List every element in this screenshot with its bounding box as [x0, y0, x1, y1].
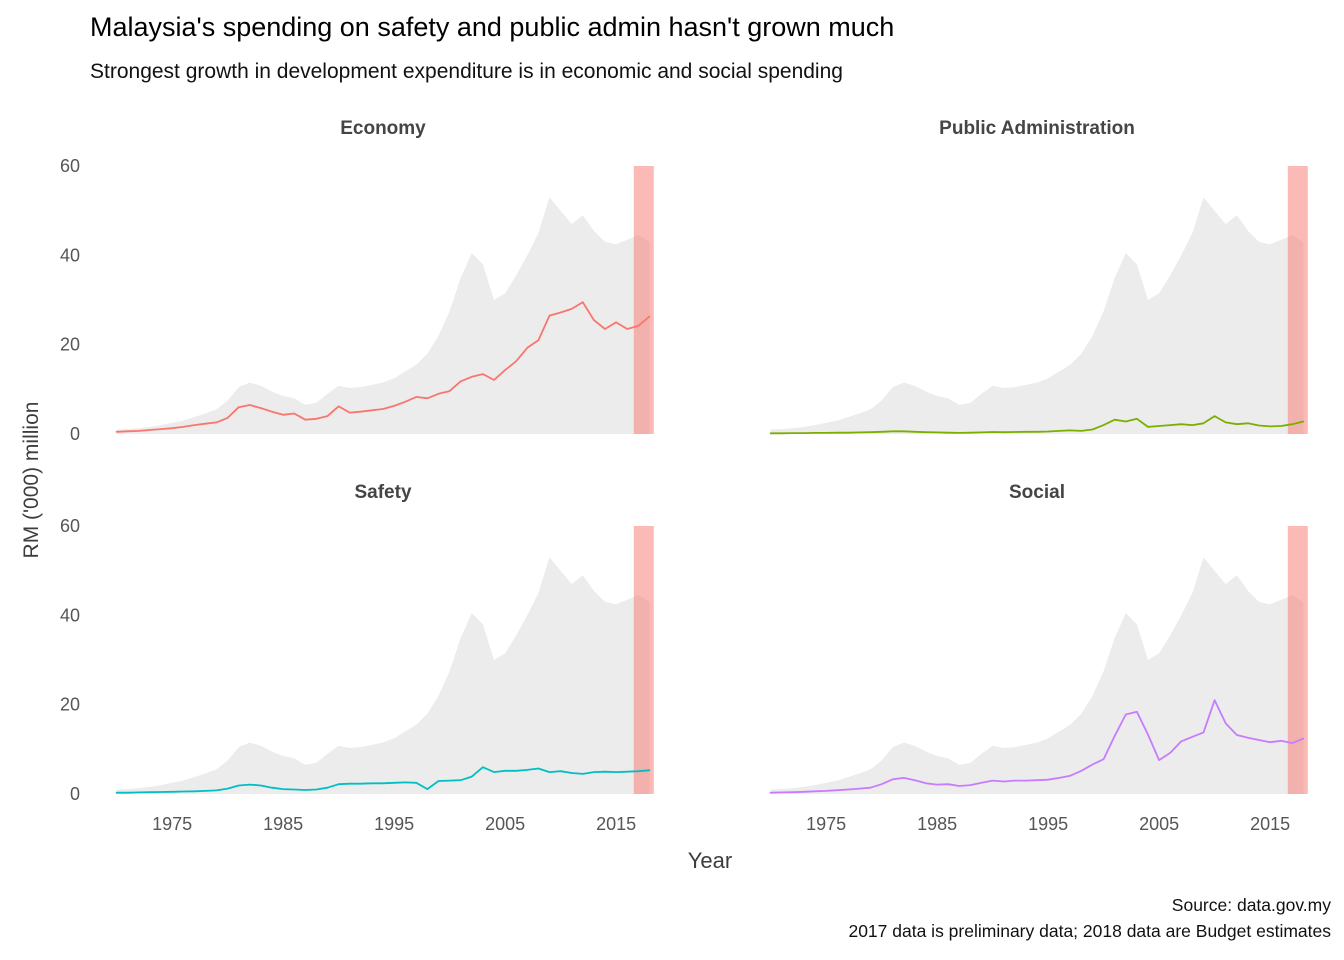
svg-text:40: 40	[60, 605, 80, 625]
caption-note-line: 2017 data is preliminary data; 2018 data…	[848, 921, 1331, 941]
svg-text:2015: 2015	[1250, 814, 1290, 834]
svg-text:1985: 1985	[263, 814, 303, 834]
y-axis-ticks-top-row: 0 20 40 60	[60, 156, 80, 444]
svg-text:1975: 1975	[152, 814, 192, 834]
x-axis-title: Year	[687, 848, 733, 873]
svg-text:2015: 2015	[596, 814, 636, 834]
panel-social	[769, 526, 1308, 794]
svg-text:1995: 1995	[374, 814, 414, 834]
svg-text:2005: 2005	[485, 814, 525, 834]
panel-economy	[115, 166, 654, 434]
chart-title: Malaysia's spending on safety and public…	[90, 12, 895, 42]
y-axis-ticks-bottom-row: 0 20 40 60	[60, 516, 80, 804]
svg-text:0: 0	[70, 784, 80, 804]
svg-text:20: 20	[60, 695, 80, 715]
svg-text:60: 60	[60, 156, 80, 176]
facet-title-safety: Safety	[354, 482, 412, 503]
caption-source-line: Source: data.gov.my	[1171, 895, 1331, 915]
facet-title-public-administration: Public Administration	[939, 118, 1135, 139]
x-axis-ticks-right-column: 1975 1985 1995 2005 2015	[806, 814, 1290, 834]
svg-text:0: 0	[70, 424, 80, 444]
facet-title-economy: Economy	[340, 118, 426, 139]
svg-text:40: 40	[60, 245, 80, 265]
svg-text:60: 60	[60, 516, 80, 536]
svg-text:1975: 1975	[806, 814, 846, 834]
panel-public-administration	[769, 166, 1308, 435]
svg-text:20: 20	[60, 335, 80, 355]
svg-text:2005: 2005	[1139, 814, 1179, 834]
chart-subtitle: Strongest growth in development expendit…	[90, 60, 843, 83]
caption: Source: data.gov.my 2017 data is prelimi…	[848, 892, 1331, 944]
svg-text:1995: 1995	[1028, 814, 1068, 834]
facet-title-social: Social	[1009, 482, 1065, 503]
x-axis-ticks-left-column: 1975 1985 1995 2005 2015	[152, 814, 636, 834]
panel-safety	[115, 526, 654, 794]
svg-text:1985: 1985	[917, 814, 957, 834]
facet-grid: Economy Public Administration 0 20 40 60 Sa…	[28, 112, 1330, 840]
